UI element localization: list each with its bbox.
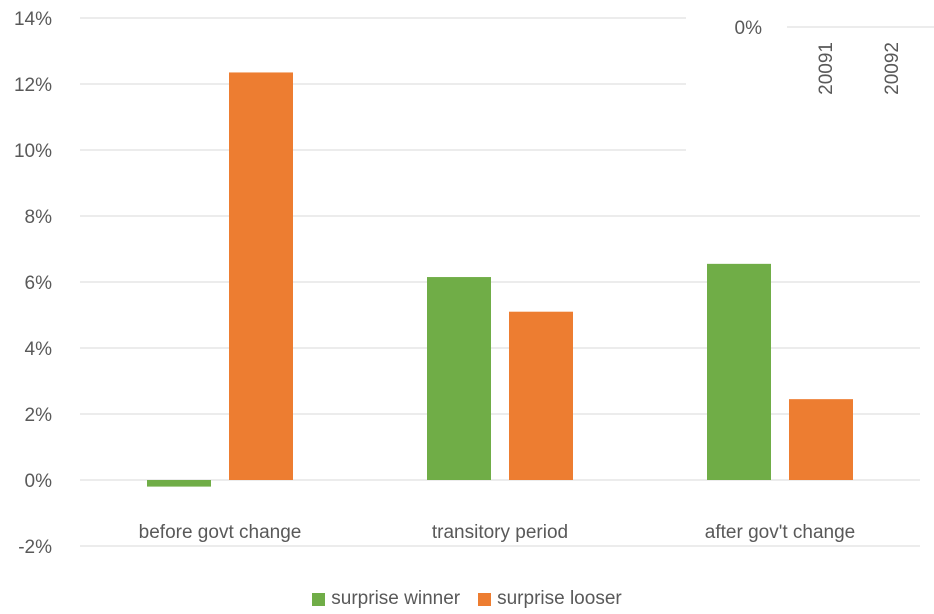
legend-swatch-looser [478, 592, 492, 606]
x-tick-label: after gov't change [705, 522, 855, 543]
y-tick-label: 6% [25, 273, 53, 294]
y-tick-label: 0% [25, 471, 53, 492]
y-tick-label: 14% [14, 9, 52, 30]
bar-looser [229, 72, 293, 480]
bars [147, 72, 853, 487]
legend-label-winner: surprise winner [331, 588, 461, 609]
y-axis-ticks: -2% 0% 2% 4% 6% 8% 10% 12% 14% [14, 9, 52, 558]
x-tick-label: before govt change [139, 522, 302, 543]
y-tick-label: 10% [14, 141, 52, 162]
y-tick-label: 4% [25, 339, 53, 360]
inset-zero-label: 0% [735, 18, 763, 39]
bar-looser [509, 311, 573, 480]
inset-x-label: 20091 [816, 42, 837, 95]
bar-chart: -2% 0% 2% 4% 6% 8% 10% 12% 14% before govt chang… [13, 0, 934, 558]
y-tick-label: 8% [25, 207, 53, 228]
legend-swatch-winner [312, 592, 326, 606]
x-axis-ticks: before govt change transitory period after… [139, 522, 856, 543]
bar-winner [147, 480, 211, 487]
legend-label-looser: surprise looser [497, 588, 622, 609]
gridlines [80, 17, 920, 547]
y-tick-label: 2% [25, 405, 53, 426]
legend: surprise winner surprise looser [0, 588, 934, 610]
y-tick-label: 12% [14, 75, 52, 96]
x-tick-label: transitory period [432, 522, 568, 543]
inset-background [686, 0, 934, 152]
bar-winner [427, 277, 491, 480]
y-tick-label: -2% [18, 537, 52, 558]
legend-item-winner: surprise winner [312, 588, 460, 610]
inset-chart: 0% 20091 20092 [686, 0, 934, 152]
bar-winner [707, 263, 771, 480]
inset-x-label: 20092 [882, 42, 903, 95]
bar-looser [789, 399, 853, 480]
legend-item-looser: surprise looser [478, 588, 622, 610]
